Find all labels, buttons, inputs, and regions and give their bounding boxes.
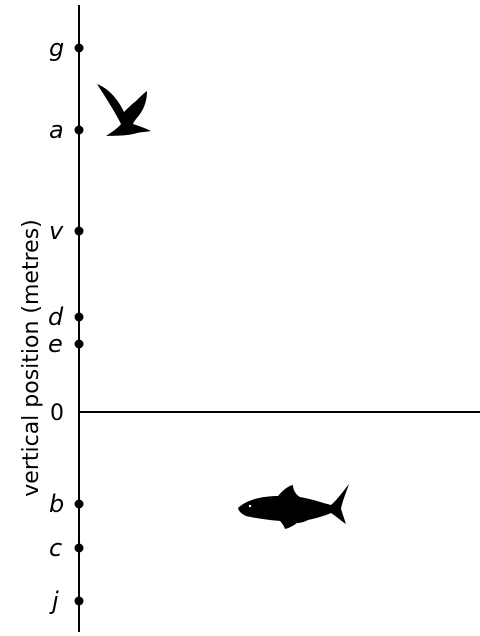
- point-label: v: [49, 217, 64, 245]
- point-d: d: [48, 303, 84, 331]
- point-label: e: [48, 330, 63, 358]
- shark-icon: [238, 484, 349, 529]
- point-marker: [74, 596, 84, 606]
- point-c: c: [49, 534, 84, 562]
- point-label: d: [48, 303, 64, 331]
- point-b: b: [49, 490, 84, 518]
- point-marker: [74, 43, 84, 53]
- point-label: g: [49, 34, 64, 62]
- point-e: e: [48, 330, 84, 358]
- point-label: a: [49, 116, 64, 144]
- point-label: j: [49, 587, 59, 615]
- point-marker: [74, 543, 84, 553]
- point-marker: [74, 499, 84, 509]
- point-marker: [74, 226, 84, 236]
- bird-icon: [97, 84, 151, 136]
- point-g: g: [49, 34, 84, 62]
- point-marker: [74, 125, 84, 135]
- point-label: c: [49, 534, 62, 562]
- point-marker: [74, 312, 84, 322]
- point-label: b: [49, 490, 64, 518]
- point-j: j: [49, 587, 84, 615]
- point-v: v: [49, 217, 84, 245]
- point-a: a: [49, 116, 84, 144]
- point-marker: [74, 339, 84, 349]
- zero-label: 0: [50, 401, 64, 426]
- axis-title: vertical position (metres): [19, 219, 44, 496]
